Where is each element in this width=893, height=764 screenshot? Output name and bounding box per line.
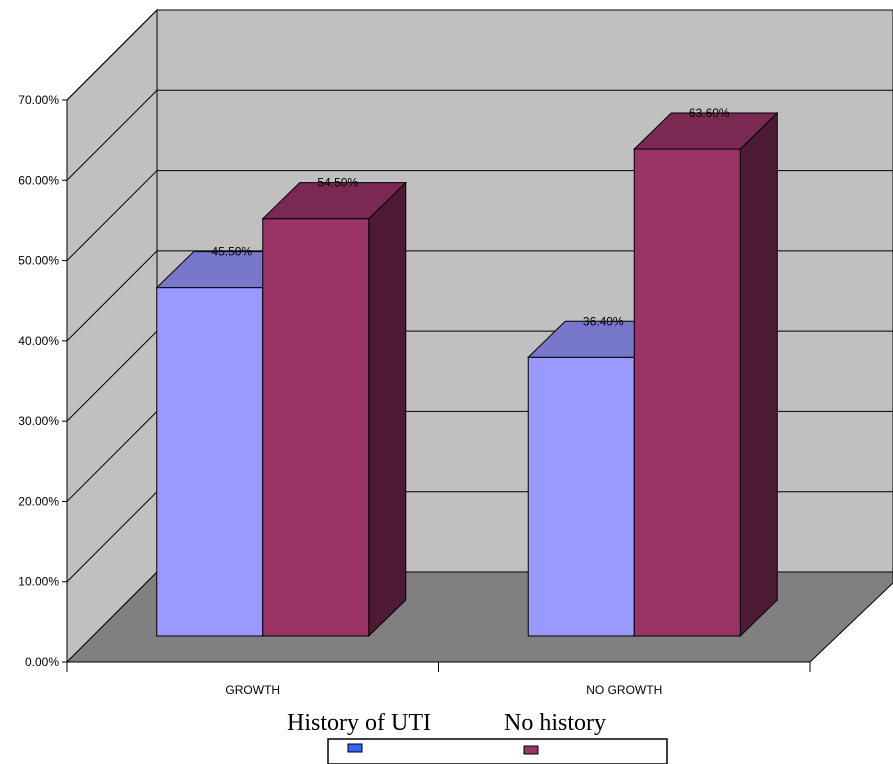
y-tick-label: 60.00% — [18, 173, 59, 187]
bar — [633, 148, 741, 637]
legend-label-history: History of UTI — [287, 710, 431, 736]
bar-side — [739, 111, 778, 638]
data-label: 45.50% — [211, 245, 252, 259]
data-label: 63.60% — [689, 106, 730, 120]
x-axis: GROWTH NO GROWTH — [66, 662, 811, 697]
gridline — [66, 89, 893, 181]
side-wall — [66, 8, 158, 664]
y-tick-label: 40.00% — [18, 334, 59, 348]
y-tick-label: 20.00% — [18, 494, 59, 508]
y-tick-label: 50.00% — [18, 254, 59, 268]
legend-label-no-history: No history — [504, 710, 606, 736]
legend-swatch-history — [347, 743, 363, 753]
bar-side — [368, 181, 407, 638]
bar — [527, 356, 635, 637]
bars — [155, 111, 779, 638]
y-tick-label: 0.00% — [25, 655, 59, 669]
x-tick-label: NO GROWTH — [586, 683, 662, 697]
y-axis: 0.00% 10.00% 20.00% 30.00% 40.00% 50.00% 60.00… — [18, 93, 810, 669]
bar — [156, 287, 264, 637]
legend: History of UTI No history — [287, 710, 668, 764]
y-tick-label: 70.00% — [18, 93, 59, 107]
data-label: 36.40% — [583, 314, 624, 328]
legend-swatch-no-history — [523, 745, 539, 755]
gridline — [66, 9, 893, 101]
y-tick-label: 30.00% — [18, 414, 59, 428]
bar — [262, 218, 370, 637]
bar-top — [633, 112, 779, 150]
data-labels: 45.50% 54.50% 36.40% 63.60% — [211, 106, 730, 328]
legend-box — [327, 738, 668, 764]
y-tick-label: 10.00% — [18, 575, 59, 589]
bar-top — [261, 182, 407, 220]
x-tick-label: GROWTH — [225, 683, 280, 697]
data-label: 54.50% — [317, 176, 358, 190]
